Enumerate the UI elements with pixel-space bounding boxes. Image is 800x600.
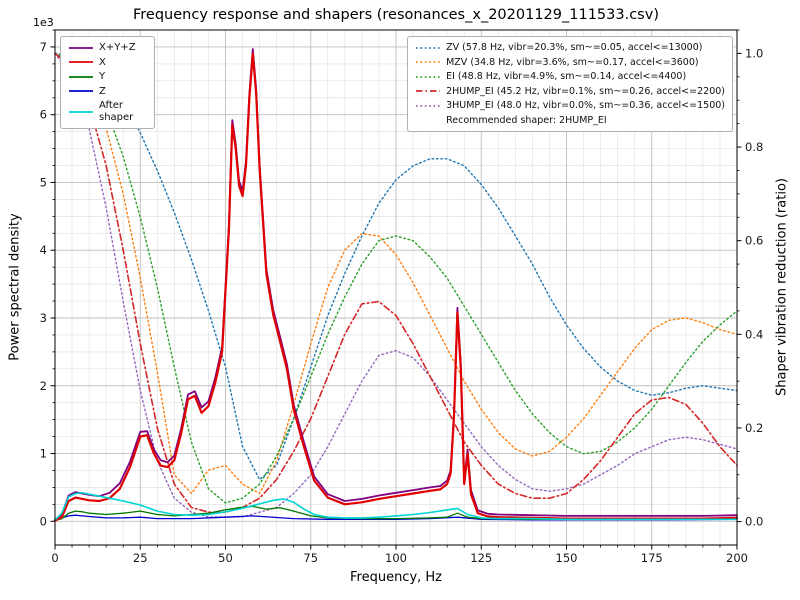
svg-text:2: 2 [40,379,47,393]
svg-text:0: 0 [51,551,58,565]
legend-entry: X [68,57,147,69]
legend-line-sample [69,75,93,78]
legend-entry: After shaper [68,100,147,123]
series-y [54,505,738,522]
svg-text:0.2: 0.2 [745,421,763,435]
svg-text:175: 175 [641,551,663,565]
legend-entry: 3HUMP_EI (48.0 Hz, vibr=0.0%, sm~=0.36, … [415,100,725,112]
svg-text:1: 1 [40,447,47,461]
chart-title: Frequency response and shapers (resonanc… [133,7,659,23]
series-mzv [54,52,738,495]
legend-label: Z [99,85,106,97]
legend-entry: MZV (34.8 Hz, vibr=3.6%, sm~=0.17, accel… [415,57,725,69]
legend-entry: 2HUMP_EI (45.2 Hz, vibr=0.1%, sm~=0.26, … [415,86,725,98]
series-2hump-ei [54,52,738,514]
series-zv [54,52,738,481]
y-left-axis-label: Power spectral density [7,213,23,361]
series-ei [54,52,738,504]
legend-line-sample [69,90,93,93]
svg-text:4: 4 [40,243,47,257]
y-right-axis-label: Shaper vibration reduction (ratio) [774,178,790,396]
legend-entry: ZV (57.8 Hz, vibr=20.3%, sm~=0.05, accel… [415,42,725,54]
legend-label: Y [99,71,106,82]
svg-text:6: 6 [40,108,47,122]
legend-label: ZV (57.8 Hz, vibr=20.3%, sm~=0.05, accel… [446,42,703,53]
legend-line-sample [416,75,441,78]
series-3hump-ei [54,52,738,518]
legend-label: MZV (34.8 Hz, vibr=3.6%, sm~=0.17, accel… [446,56,699,68]
series-x [53,52,739,522]
svg-text:0.0: 0.0 [745,515,763,529]
svg-text:150: 150 [556,551,578,565]
svg-text:0.8: 0.8 [745,140,763,154]
svg-text:1.0: 1.0 [745,46,763,60]
legend-label: EI (48.8 Hz, vibr=4.9%, sm~=0.14, accel<… [446,71,687,82]
legend-line-sample [69,61,93,64]
series-z [54,514,738,522]
y-left-offset-text: 1e3 [33,16,54,29]
legend-line-sample [416,46,441,49]
svg-text:50: 50 [218,551,233,565]
legend-label: 2HUMP_EI (45.2 Hz, vibr=0.1%, sm~=0.26, … [446,85,725,97]
legend-entry: X+Y+Z [68,42,147,54]
svg-text:0.4: 0.4 [745,327,763,341]
legend-line-sample [416,90,441,93]
legend-label: X [99,56,106,68]
shaper-legend: ZV (57.8 Hz, vibr=20.3%, sm~=0.05, accel… [407,36,733,132]
psd-legend: X+Y+Z X Y Z After shaper [60,36,155,129]
svg-text:75: 75 [303,551,318,565]
series-after-shaper [54,491,738,521]
svg-text:0: 0 [40,514,47,528]
legend-entry: EI (48.8 Hz, vibr=4.9%, sm~=0.14, accel<… [415,71,725,83]
svg-text:5: 5 [40,175,47,189]
svg-text:0.6: 0.6 [745,234,763,248]
svg-text:200: 200 [726,551,748,565]
legend-entry: Y [68,71,147,83]
legend-line-sample [416,104,441,107]
legend-label: After shaper [99,100,134,123]
svg-text:125: 125 [470,551,492,565]
svg-text:100: 100 [385,551,407,565]
recommended-shaper-text: Recommended shaper: 2HUMP_EI [446,114,607,126]
legend-label: 3HUMP_EI (48.0 Hz, vibr=0.0%, sm~=0.36, … [446,100,725,111]
svg-text:7: 7 [40,40,47,54]
legend-line-sample [416,61,441,64]
svg-text:3: 3 [40,311,47,325]
legend-line-sample [69,46,93,49]
x-axis-label: Frequency, Hz [349,570,443,585]
svg-text:25: 25 [133,551,148,565]
legend-line-sample [69,110,93,113]
legend-entry: Z [68,86,147,98]
legend-label: X+Y+Z [99,42,136,53]
